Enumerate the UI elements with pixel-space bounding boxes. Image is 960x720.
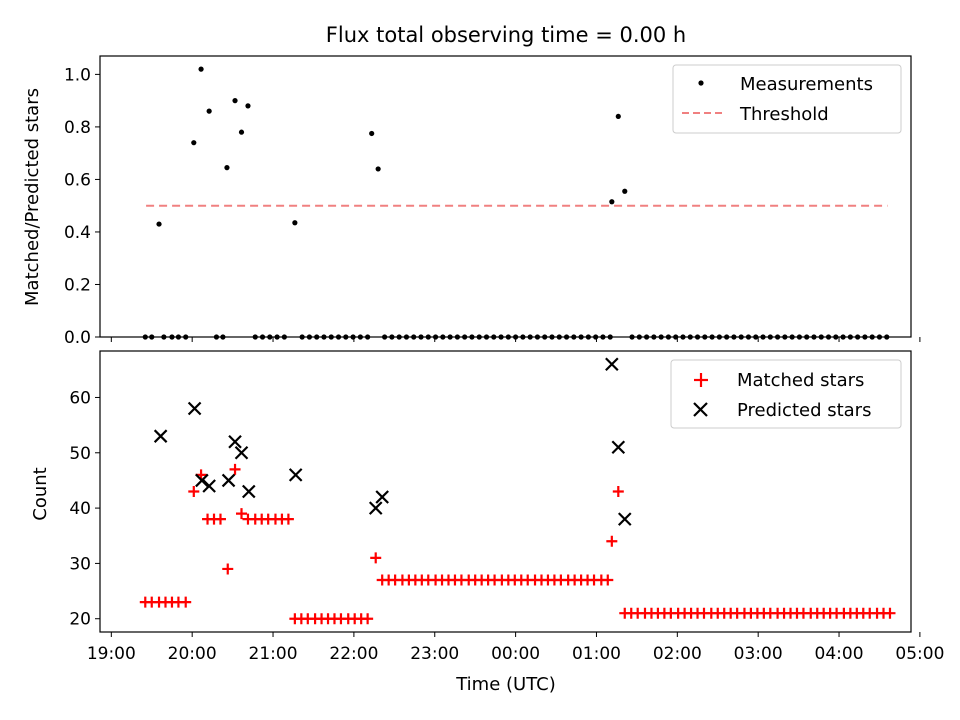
matched-stars-point [362, 613, 374, 625]
measurements-point [245, 103, 251, 109]
predicted-stars-point [368, 501, 383, 515]
matched-stars-point [602, 574, 614, 586]
predicted-stars-point [242, 484, 256, 499]
count-panel: 20 30 40 50 60 19:00 20:00 21:00 22:00 23:00 00:00… [30, 350, 944, 695]
count-axes-frame [99, 350, 912, 633]
measurements-point [292, 220, 298, 226]
predicted-stars-point [153, 429, 168, 443]
y-tick-label: 50 [69, 444, 91, 464]
y-tick-label: 60 [69, 388, 91, 408]
measurements-point [369, 130, 375, 137]
x-tick-label: 20:00 [168, 644, 217, 664]
measurements-point [622, 188, 628, 194]
measurements-point [224, 165, 230, 171]
predicted-stars-point [288, 468, 303, 482]
x-tick-label: 23:00 [410, 644, 459, 664]
count-y-axis-label: Count [30, 467, 51, 520]
predicted-stars-point [375, 490, 389, 504]
predicted-stars-point [221, 473, 236, 488]
x-tick-label: 05:00 [895, 644, 944, 664]
legend-measurements-marker [698, 80, 704, 86]
y-tick-label: 20 [69, 610, 91, 630]
predicted-stars-point [187, 401, 202, 416]
ratio-legend: Measurements Threshold [672, 64, 902, 134]
legend-threshold-label: Threshold [739, 104, 829, 125]
predicted-stars-point [228, 434, 242, 449]
matched-stars-point [214, 513, 226, 525]
count-plot-area [139, 357, 896, 625]
y-tick-label: 40 [69, 499, 91, 519]
x-tick-label: 02:00 [653, 644, 702, 664]
predicted-stars-point [195, 473, 209, 488]
ratio-axes: 0.0 0.2 0.4 0.6 0.8 1.0 [64, 65, 921, 348]
count-axes: 20 30 40 50 60 19:00 20:00 21:00 22:00 23:00 00:00… [69, 388, 944, 664]
predicted-stars-point [202, 479, 216, 493]
count-legend: Matched stars Predicted stars [670, 359, 902, 429]
ratio-legend-box [672, 64, 902, 134]
ratio-y-axis-label: Matched/Predicted stars [22, 88, 43, 306]
top-chart-title: Flux total observing time = 0.00 h [326, 23, 686, 47]
y-tick-label: 0.2 [64, 275, 91, 295]
x-tick-label: 03:00 [734, 644, 783, 664]
legend-matched-label: Matched stars [737, 370, 864, 391]
measurements-point [615, 113, 621, 120]
x-tick-label: 21:00 [249, 644, 298, 664]
ratio-axes-frame [99, 55, 912, 338]
matched-stars-point [229, 463, 241, 475]
x-tick-label: 00:00 [491, 644, 540, 664]
count-x-axis-label: Time (UTC) [455, 674, 556, 695]
y-tick-label: 1.0 [64, 65, 91, 85]
legend-matched-marker [694, 373, 708, 387]
predicted-stars-point [617, 512, 632, 526]
matched-stars-point [222, 563, 234, 575]
predicted-stars-point [234, 446, 249, 460]
measurements-point [609, 199, 615, 205]
matched-stars-point [606, 535, 618, 547]
y-tick-label: 30 [69, 554, 91, 574]
legend-measurements-label: Measurements [740, 74, 873, 95]
matched-stars-point [180, 596, 192, 608]
measurements-point [156, 221, 162, 227]
y-tick-label: 0.0 [64, 328, 91, 348]
legend-predicted-label: Predicted stars [737, 400, 871, 421]
measurements-point [206, 108, 212, 114]
predicted-stars-point [611, 440, 626, 455]
measurements-point [232, 98, 238, 104]
y-tick-label: 0.6 [64, 170, 91, 190]
measurements-point [375, 166, 381, 172]
ratio-panel: 0.0 0.2 0.4 0.6 0.8 1.0 Matched/Predicted sta… [22, 55, 921, 348]
matched-stars-point [282, 513, 294, 525]
matched-stars-point [188, 486, 200, 497]
count-legend-box [670, 359, 902, 429]
measurements-point [238, 129, 245, 135]
y-tick-label: 0.8 [64, 118, 91, 138]
matched-stars-point [370, 552, 382, 564]
matched-stars-point [884, 607, 896, 619]
x-tick-label: 01:00 [572, 644, 621, 664]
x-tick-label: 04:00 [815, 644, 864, 664]
measurements-point [198, 66, 204, 72]
legend-predicted-marker [693, 402, 708, 417]
x-tick-label: 19:00 [87, 644, 136, 664]
predicted-stars-point [605, 357, 619, 372]
measurements-point [191, 140, 197, 146]
matched-stars-point [612, 486, 624, 497]
matched-stars-point [236, 508, 248, 520]
y-tick-label: 0.4 [64, 223, 91, 243]
x-tick-label: 22:00 [329, 644, 378, 664]
